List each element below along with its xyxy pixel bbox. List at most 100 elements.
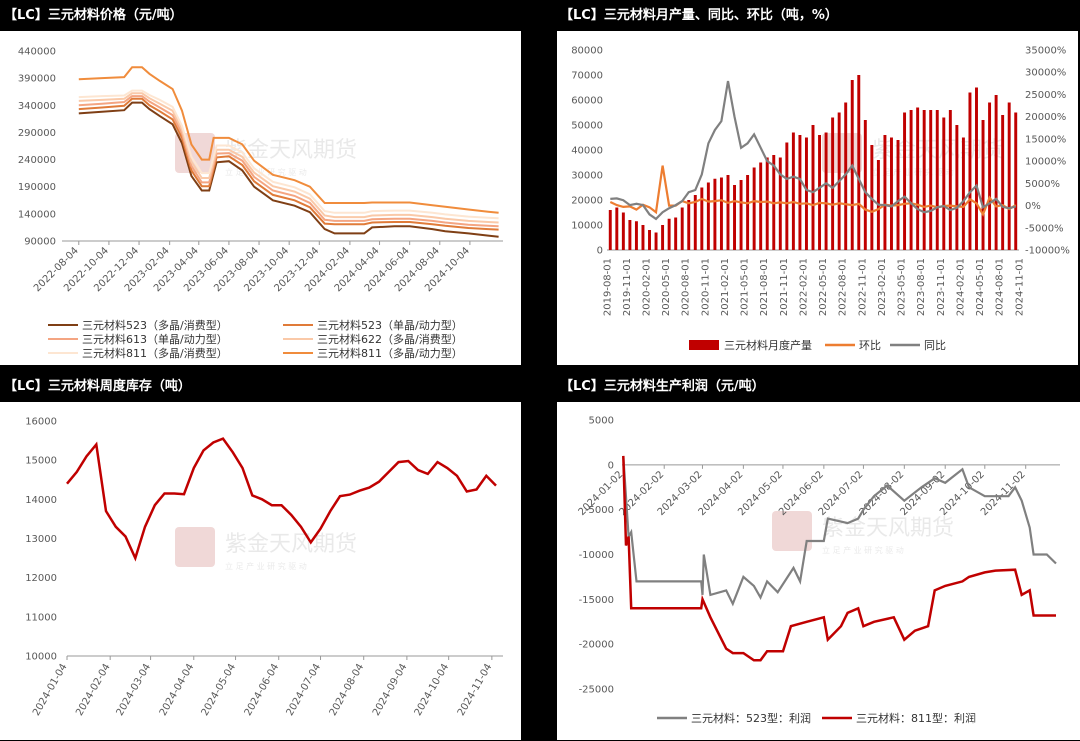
production-bar: [667, 218, 671, 250]
inventory-x-tick: 2024-11-04: [456, 662, 495, 718]
profit-523-line: [622, 455, 1057, 607]
price-legend-label: 三元材料811（多晶/动力型）: [317, 346, 463, 360]
production-x-tick: 2020-02-01: [642, 258, 653, 316]
profit-chart-panel: 紫金天风期货立 足 产 业 研 究 驱 动 -25000 -20000 -15000 -…: [557, 402, 1080, 740]
production-x-tick: 2022-02-01: [798, 258, 809, 316]
svg-text:立 足 产 业 研 究 驱 动: 立 足 产 业 研 究 驱 动: [225, 167, 307, 177]
production-bar: [942, 117, 946, 250]
inventory-chart-panel: 紫金天风期货立 足 产 业 研 究 驱 动 10000 11000 12000 1300…: [0, 402, 521, 740]
production-x-tick: 2022-11-01: [857, 258, 868, 316]
profit-y-tick: 5000: [589, 416, 614, 427]
production-yl-tick: 50000: [571, 121, 603, 132]
inventory-y-tick: 10000: [25, 652, 57, 663]
price-chart-title: 【LC】三元材料价格（元/吨）: [4, 8, 183, 23]
production-bar: [903, 112, 907, 250]
production-x-tick: 2024-08-01: [995, 258, 1006, 316]
price-y-tick: 90000: [24, 237, 56, 248]
production-x-tick: 2020-08-01: [681, 258, 692, 316]
price-y-tick: 290000: [18, 128, 56, 139]
profit-811-line: [622, 455, 1056, 662]
inventory-x-tick: 2024-03-04: [115, 662, 154, 718]
inventory-x-tick: 2024-08-04: [328, 662, 367, 718]
production-bar: [935, 110, 939, 250]
inventory-y-tick: 15000: [25, 456, 57, 467]
price-legend-label: 三元材料613（单晶/动力型）: [82, 332, 228, 346]
production-bar: [909, 110, 913, 250]
profit-y-tick: -15000: [579, 595, 614, 606]
price-y-tick: 340000: [18, 101, 56, 112]
production-bar: [739, 180, 743, 250]
production-x-tick: 2021-11-01: [779, 258, 790, 316]
production-x-tick: 2023-11-01: [936, 258, 947, 316]
production-bar: [1001, 115, 1005, 250]
production-bar: [857, 75, 861, 250]
production-yl-tick: 20000: [571, 196, 603, 207]
price-legend-label: 三元材料622（多晶/消费型）: [317, 332, 463, 346]
profit-y-tick: -25000: [579, 685, 614, 696]
production-yr-tick: 30000%: [1025, 68, 1066, 79]
production-x-tick: 2020-05-01: [661, 258, 672, 316]
production-yr-tick: 20000%: [1025, 112, 1066, 123]
production-yr-tick: 15000%: [1025, 134, 1066, 145]
production-bar: [968, 92, 972, 250]
inventory-x-tick: 2024-09-04: [371, 662, 410, 718]
production-yl-tick: 40000: [571, 146, 603, 157]
svg-text:紫金天风期货: 紫金天风期货: [822, 516, 954, 541]
production-legend-label: 环比: [859, 339, 881, 352]
production-yl-tick: 10000: [571, 221, 603, 232]
profit-legend-label: 三元材料：523型：利润: [691, 711, 811, 725]
profit-y-tick: -5000: [585, 505, 614, 516]
production-legend-label: 同比: [924, 339, 946, 352]
production-bar: [634, 221, 638, 250]
production-bar: [824, 132, 828, 250]
production-x-tick: 2024-02-01: [955, 258, 966, 316]
production-bar: [746, 175, 750, 250]
price-series-4: [78, 92, 499, 224]
production-yr-tick: 35000%: [1025, 46, 1066, 57]
inventory-x-tick: 2024-01-04: [31, 662, 70, 718]
inventory-chart-title: 【LC】三元材料周度库存（吨）: [4, 379, 191, 394]
production-bar: [661, 225, 665, 250]
inventory-y-tick: 13000: [25, 534, 57, 545]
production-bar: [726, 175, 730, 250]
inventory-x-tick: 2024-02-04: [74, 662, 113, 718]
production-legend-swatch: [689, 340, 719, 350]
production-bar: [863, 120, 867, 250]
production-bar: [621, 212, 625, 250]
production-x-tick: 2021-02-01: [720, 258, 731, 316]
production-bar: [929, 110, 933, 250]
price-chart-panel: 紫金天风期货立 足 产 业 研 究 驱 动 90000 140000 190000 24…: [0, 31, 521, 365]
production-x-tick: 2024-11-01: [1014, 258, 1025, 316]
production-bar: [785, 142, 789, 250]
production-bar: [615, 207, 619, 250]
svg-text:立 足 产 业 研 究 驱 动: 立 足 产 业 研 究 驱 动: [225, 561, 307, 571]
production-yr-tick: 10000%: [1025, 157, 1066, 168]
production-bar: [804, 137, 808, 250]
production-bar: [818, 135, 822, 250]
production-x-tick: 2024-05-01: [975, 258, 986, 316]
production-bar: [759, 162, 763, 250]
production-legend-label: 三元材料月度产量: [724, 338, 812, 352]
production-bar: [693, 195, 697, 250]
profit-y-tick: -20000: [579, 640, 614, 651]
production-x-tick: 2019-08-01: [602, 258, 613, 316]
production-bar: [896, 140, 900, 250]
production-bar: [948, 110, 952, 250]
price-series-3: [78, 95, 499, 228]
svg-text:立 足 产 业 研 究 驱 动: 立 足 产 业 研 究 驱 动: [872, 167, 954, 177]
production-bar: [831, 117, 835, 250]
production-bar: [883, 135, 887, 250]
production-yl-tick: 30000: [571, 171, 603, 182]
production-x-tick: 2023-08-01: [916, 258, 927, 316]
production-bar: [752, 167, 756, 250]
inventory-x-tick: 2024-06-04: [243, 662, 282, 718]
price-y-tick: 440000: [18, 47, 56, 58]
inventory-y-tick: 12000: [25, 573, 57, 584]
production-bar: [988, 102, 992, 250]
production-bar: [700, 187, 704, 250]
production-bar: [608, 210, 612, 250]
